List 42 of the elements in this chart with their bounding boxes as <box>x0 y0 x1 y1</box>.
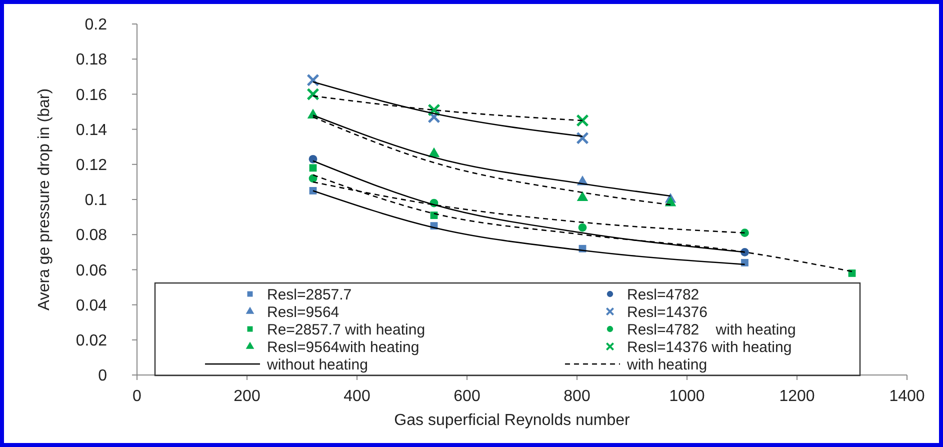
x-tick-label: 1400 <box>889 388 925 405</box>
x-tick-label: 0 <box>132 388 142 405</box>
point <box>306 88 320 101</box>
point <box>578 223 587 232</box>
y-tick-label: 0.02 <box>76 332 108 350</box>
legend-label: Resl=4782 <box>627 286 700 304</box>
y-axis-title: Avera ge pressure drop in (bar) <box>36 88 53 311</box>
point <box>308 154 318 164</box>
point <box>576 132 589 144</box>
legend-label: Re=2857.7 with heating <box>267 321 426 338</box>
x-tick-label: 800 <box>564 388 590 405</box>
y-tick-label: 0.1 <box>84 192 108 210</box>
x-tick-label: 400 <box>344 388 370 405</box>
legend-label: Resl=14376 <box>627 304 708 321</box>
legend-label: Resl=2857.7 <box>267 286 352 304</box>
y-tick-label: 0.2 <box>84 16 108 34</box>
legend-label: Resl=14376 with heating <box>627 338 792 356</box>
point <box>306 74 320 87</box>
legend-label: without heating <box>266 356 368 374</box>
y-tick-label: 0.06 <box>76 262 108 280</box>
point <box>428 104 440 116</box>
y-tick-label: 0.04 <box>76 297 108 314</box>
y-tick-label: 0.16 <box>76 86 108 104</box>
y-tick-label: 0.08 <box>76 227 108 244</box>
point <box>576 191 588 201</box>
x-tick-label: 1200 <box>779 388 815 405</box>
x-tick-label: 1000 <box>669 388 705 405</box>
y-tick-label: 0.12 <box>76 157 108 174</box>
y-tick-label: 0.18 <box>76 52 108 69</box>
point <box>664 196 676 206</box>
point <box>741 258 748 266</box>
legend-label: Resl=9564 <box>267 304 340 321</box>
x-axis-title: Gas superficial Reynolds number <box>394 412 630 429</box>
x-tick-label: 600 <box>454 388 480 405</box>
y-tick-label: 0 <box>98 368 108 385</box>
legend-label: Resl=9564with heating <box>267 338 420 356</box>
legend-label: with heating <box>626 356 708 374</box>
x-tick-label: 200 <box>234 388 260 405</box>
y-tick-label: 0.14 <box>76 122 108 139</box>
legend-label: Resl=4782 with heating <box>627 321 796 338</box>
point <box>576 114 589 127</box>
point <box>309 164 317 172</box>
